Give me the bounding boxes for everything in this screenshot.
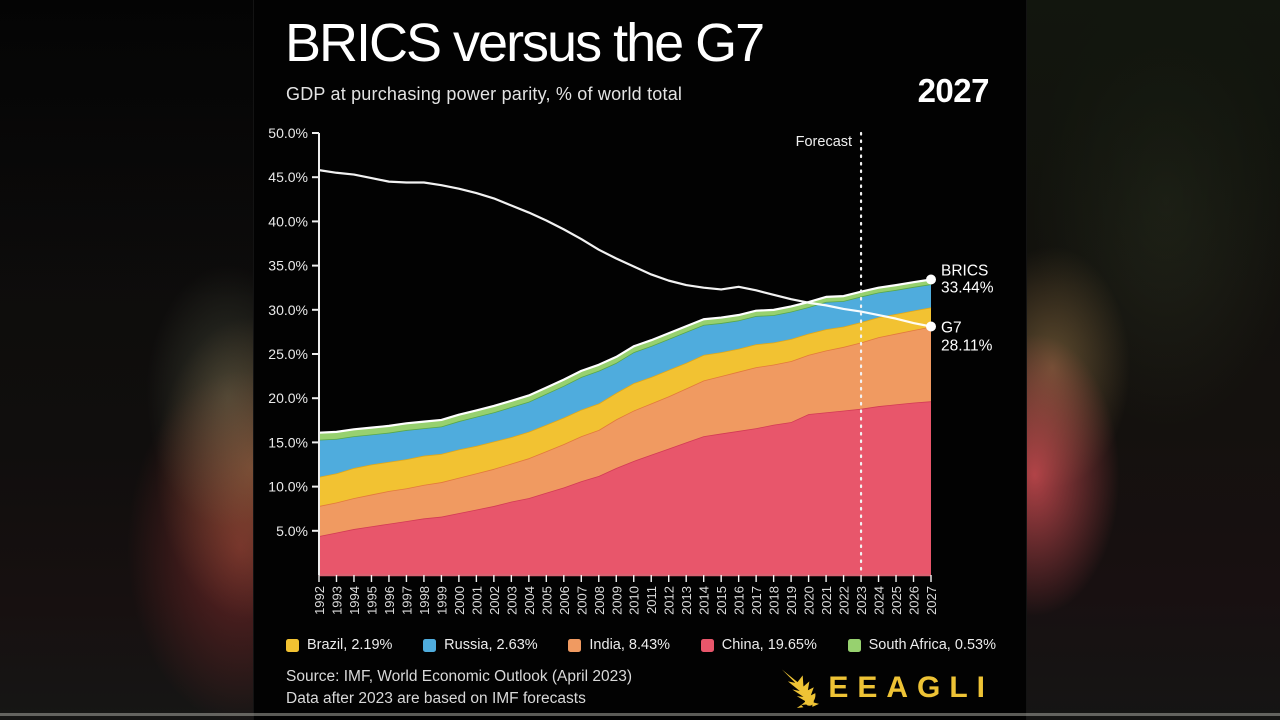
x-year-label: 2009 xyxy=(609,586,624,615)
south-africa-swatch-icon xyxy=(847,638,861,652)
x-year-label: 1994 xyxy=(347,586,362,615)
area-brazil xyxy=(319,307,931,507)
g7-annotation-label: G7 xyxy=(941,320,962,337)
x-year-label: 1993 xyxy=(329,586,344,615)
y-tick-label: 5.0% xyxy=(276,523,308,539)
x-year-label: 2002 xyxy=(487,586,502,615)
x-year-label: 2027 xyxy=(924,586,939,615)
legend-item-russia: Russia, 2.63% xyxy=(423,637,538,653)
x-year-label: 2018 xyxy=(767,586,782,615)
chart-legend: Brazil, 2.19% Russia, 2.63% India, 8.43%… xyxy=(286,637,996,653)
g7-line xyxy=(318,169,932,328)
legend-item-china: China, 19.65% xyxy=(700,637,817,653)
x-year-label: 2023 xyxy=(854,586,869,615)
edge-south-africa xyxy=(318,278,932,434)
source-line-2: Data after 2023 are based on IMF forecas… xyxy=(286,690,586,707)
area-china xyxy=(319,401,931,575)
background-blur-right xyxy=(1027,0,1280,720)
x-year-label: 2013 xyxy=(679,586,694,615)
india-swatch-icon xyxy=(568,638,582,652)
brand-logo: EEAGLI xyxy=(779,668,994,708)
legend-label-russia: Russia, 2.63% xyxy=(444,637,538,653)
china-swatch-icon xyxy=(700,638,714,652)
y-tick-label: 20.0% xyxy=(268,390,308,406)
x-year-label: 2010 xyxy=(627,586,642,615)
y-tick-label: 25.0% xyxy=(268,346,308,362)
legend-label-china: China, 19.65% xyxy=(721,637,817,653)
area-india xyxy=(319,326,931,537)
y-tick-label: 10.0% xyxy=(268,479,308,495)
x-year-label: 2020 xyxy=(802,586,817,615)
area-russia xyxy=(319,284,931,477)
brazil-swatch-icon xyxy=(286,638,299,652)
x-year-label: 1999 xyxy=(434,586,449,615)
x-year-label: 2003 xyxy=(504,586,519,615)
brics-annotation-value: 33.44% xyxy=(941,279,994,296)
stacked-area-chart: Forecast 5.0% 10.0% 15.0% 20.0% 25.0% 30.0% 35.… xyxy=(254,112,1028,624)
brand-name: EEAGLI xyxy=(828,671,994,704)
x-year-label: 2011 xyxy=(644,586,659,614)
brics-end-dot xyxy=(926,274,936,285)
eagle-icon xyxy=(782,669,820,708)
x-year-label: 1997 xyxy=(399,586,414,615)
chart-subtitle: GDP at purchasing power parity, % of wor… xyxy=(286,84,683,104)
x-year-label: 2017 xyxy=(749,586,764,615)
legend-item-india: India, 8.43% xyxy=(568,637,670,653)
x-year-label: 2025 xyxy=(889,586,904,615)
x-year-label: 2008 xyxy=(592,586,607,615)
forecast-label: Forecast xyxy=(796,134,852,150)
x-year-label: 2022 xyxy=(837,586,852,615)
x-year-label: 2024 xyxy=(872,586,887,615)
y-tick-label: 40.0% xyxy=(268,213,308,229)
legend-label-india: India, 8.43% xyxy=(589,637,671,653)
x-year-label: 2005 xyxy=(539,586,554,615)
legend-label-brazil: Brazil, 2.19% xyxy=(307,637,393,653)
legend-item-south-africa: South Africa, 0.53% xyxy=(847,637,996,653)
y-tick-label: 15.0% xyxy=(268,434,308,450)
chart-card: BRICS versus the G7 GDP at purchasing po… xyxy=(253,0,1027,720)
x-year-label: 2012 xyxy=(662,586,677,615)
x-year-label: 1995 xyxy=(364,586,379,615)
page-title: BRICS versus the G7 xyxy=(285,13,765,73)
legend-label-south-africa: South Africa, 0.53% xyxy=(868,637,996,653)
x-year-label: 2015 xyxy=(714,586,729,615)
x-year-label: 1996 xyxy=(382,586,397,615)
source-note: Source: IMF, World Economic Outlook (Apr… xyxy=(286,666,632,710)
source-line-1: Source: IMF, World Economic Outlook (Apr… xyxy=(286,668,633,685)
brics-annotation-label: BRICS xyxy=(941,262,988,279)
x-year-label: 2026 xyxy=(907,586,922,615)
x-year-label: 2016 xyxy=(732,586,747,615)
y-tick-label: 50.0% xyxy=(268,125,308,141)
g7-end-dot xyxy=(926,321,936,332)
x-year-label: 2004 xyxy=(522,586,537,615)
y-tick-label: 35.0% xyxy=(268,258,308,274)
bottom-strip xyxy=(0,713,1280,716)
footer: Source: IMF, World Economic Outlook (Apr… xyxy=(286,666,994,710)
x-year-label: 1998 xyxy=(417,586,432,615)
legend-item-brazil: Brazil, 2.19% xyxy=(286,637,392,653)
y-tick-label: 45.0% xyxy=(268,169,308,185)
y-tick-label: 30.0% xyxy=(268,302,308,318)
x-year-label: 1992 xyxy=(312,586,327,615)
x-year-label: 2007 xyxy=(574,586,589,615)
x-year-label: 2021 xyxy=(819,586,834,615)
russia-swatch-icon xyxy=(423,638,437,652)
g7-annotation-value: 28.11% xyxy=(941,338,993,355)
x-year-label: 2000 xyxy=(452,586,467,615)
x-year-label: 2014 xyxy=(697,586,712,615)
x-year-label: 2001 xyxy=(469,586,484,615)
background-blur-left xyxy=(0,0,253,720)
x-year-label: 2006 xyxy=(557,586,572,615)
year-indicator: 2027 xyxy=(917,72,990,109)
x-year-label: 2019 xyxy=(784,586,799,615)
